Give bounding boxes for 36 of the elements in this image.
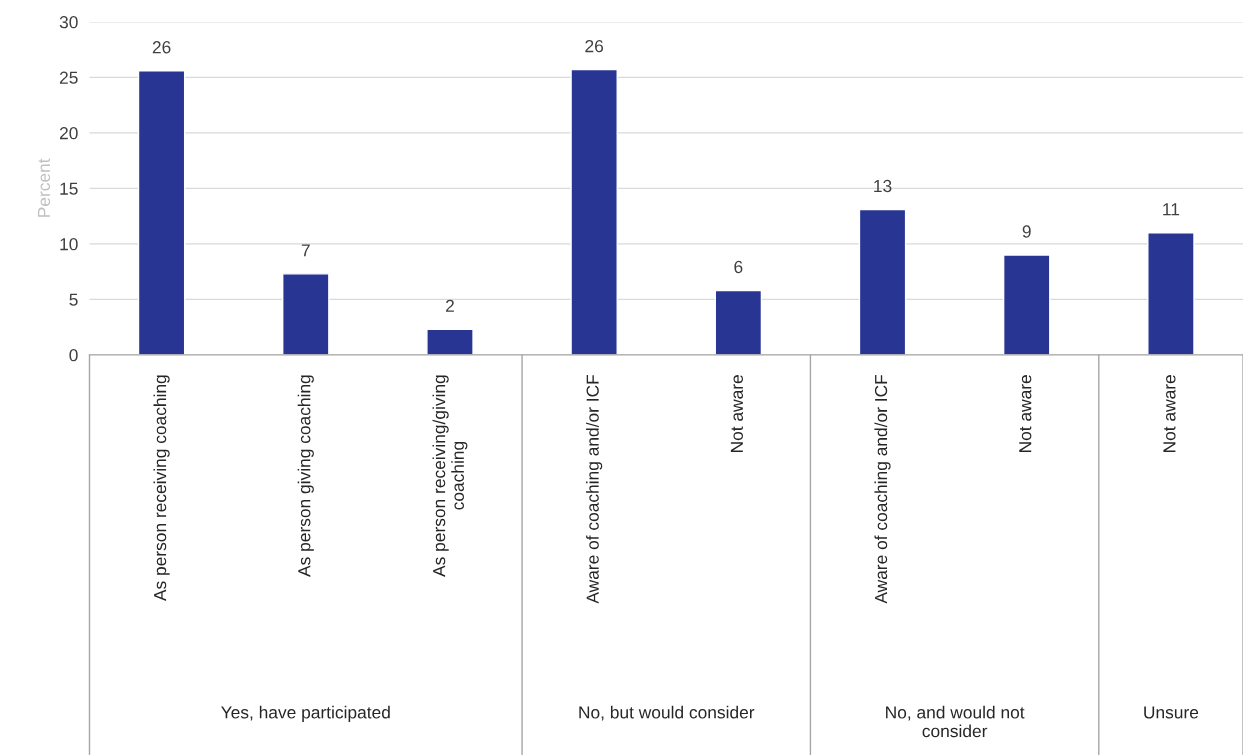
x-tick-label: As person receiving/giving coaching [432, 375, 468, 577]
data-label: 2 [446, 299, 454, 312]
y-tick-label: 20 [59, 127, 78, 140]
bar [282, 273, 330, 355]
bar [570, 68, 618, 355]
x-tick-label: As person giving coaching [297, 375, 314, 577]
x-tick-label: Not aware [730, 375, 743, 452]
data-label: 7 [301, 244, 310, 257]
y-axis-title: Percent [37, 158, 51, 217]
text: No, and would not consider [886, 705, 1025, 738]
data-label: 13 [874, 179, 892, 193]
x-tick-label: Not aware [1163, 375, 1176, 452]
y-tick-label: 30 [59, 16, 78, 29]
data-label: 26 [585, 40, 604, 53]
bar [1002, 254, 1051, 355]
x-tick-label: Not aware [1019, 375, 1032, 452]
x-tick-label: Aware of coaching and/or ICF [874, 374, 891, 604]
text: Yes, have participated [221, 705, 390, 722]
text: Unsure [1144, 706, 1199, 719]
bar [137, 70, 186, 355]
data-label: 9 [1022, 225, 1031, 238]
y-tick-label: 0 [69, 349, 78, 362]
data-label: 11 [1163, 203, 1180, 216]
bar [426, 328, 474, 355]
data-label: 6 [734, 260, 743, 274]
x-tick-label: Aware of coaching and/or ICF [586, 374, 603, 604]
bar [714, 289, 763, 355]
bar [1147, 232, 1195, 355]
bar [858, 208, 907, 355]
data-label: 26 [152, 41, 171, 54]
y-tick-label: 10 [60, 238, 78, 251]
y-tick-label: 5 [69, 293, 78, 306]
x-tick-label: As person receiving coaching [153, 375, 170, 602]
y-tick-label: 25 [59, 71, 78, 84]
text: No, but would consider [579, 705, 755, 721]
y-tick-label: 15 [60, 182, 78, 195]
